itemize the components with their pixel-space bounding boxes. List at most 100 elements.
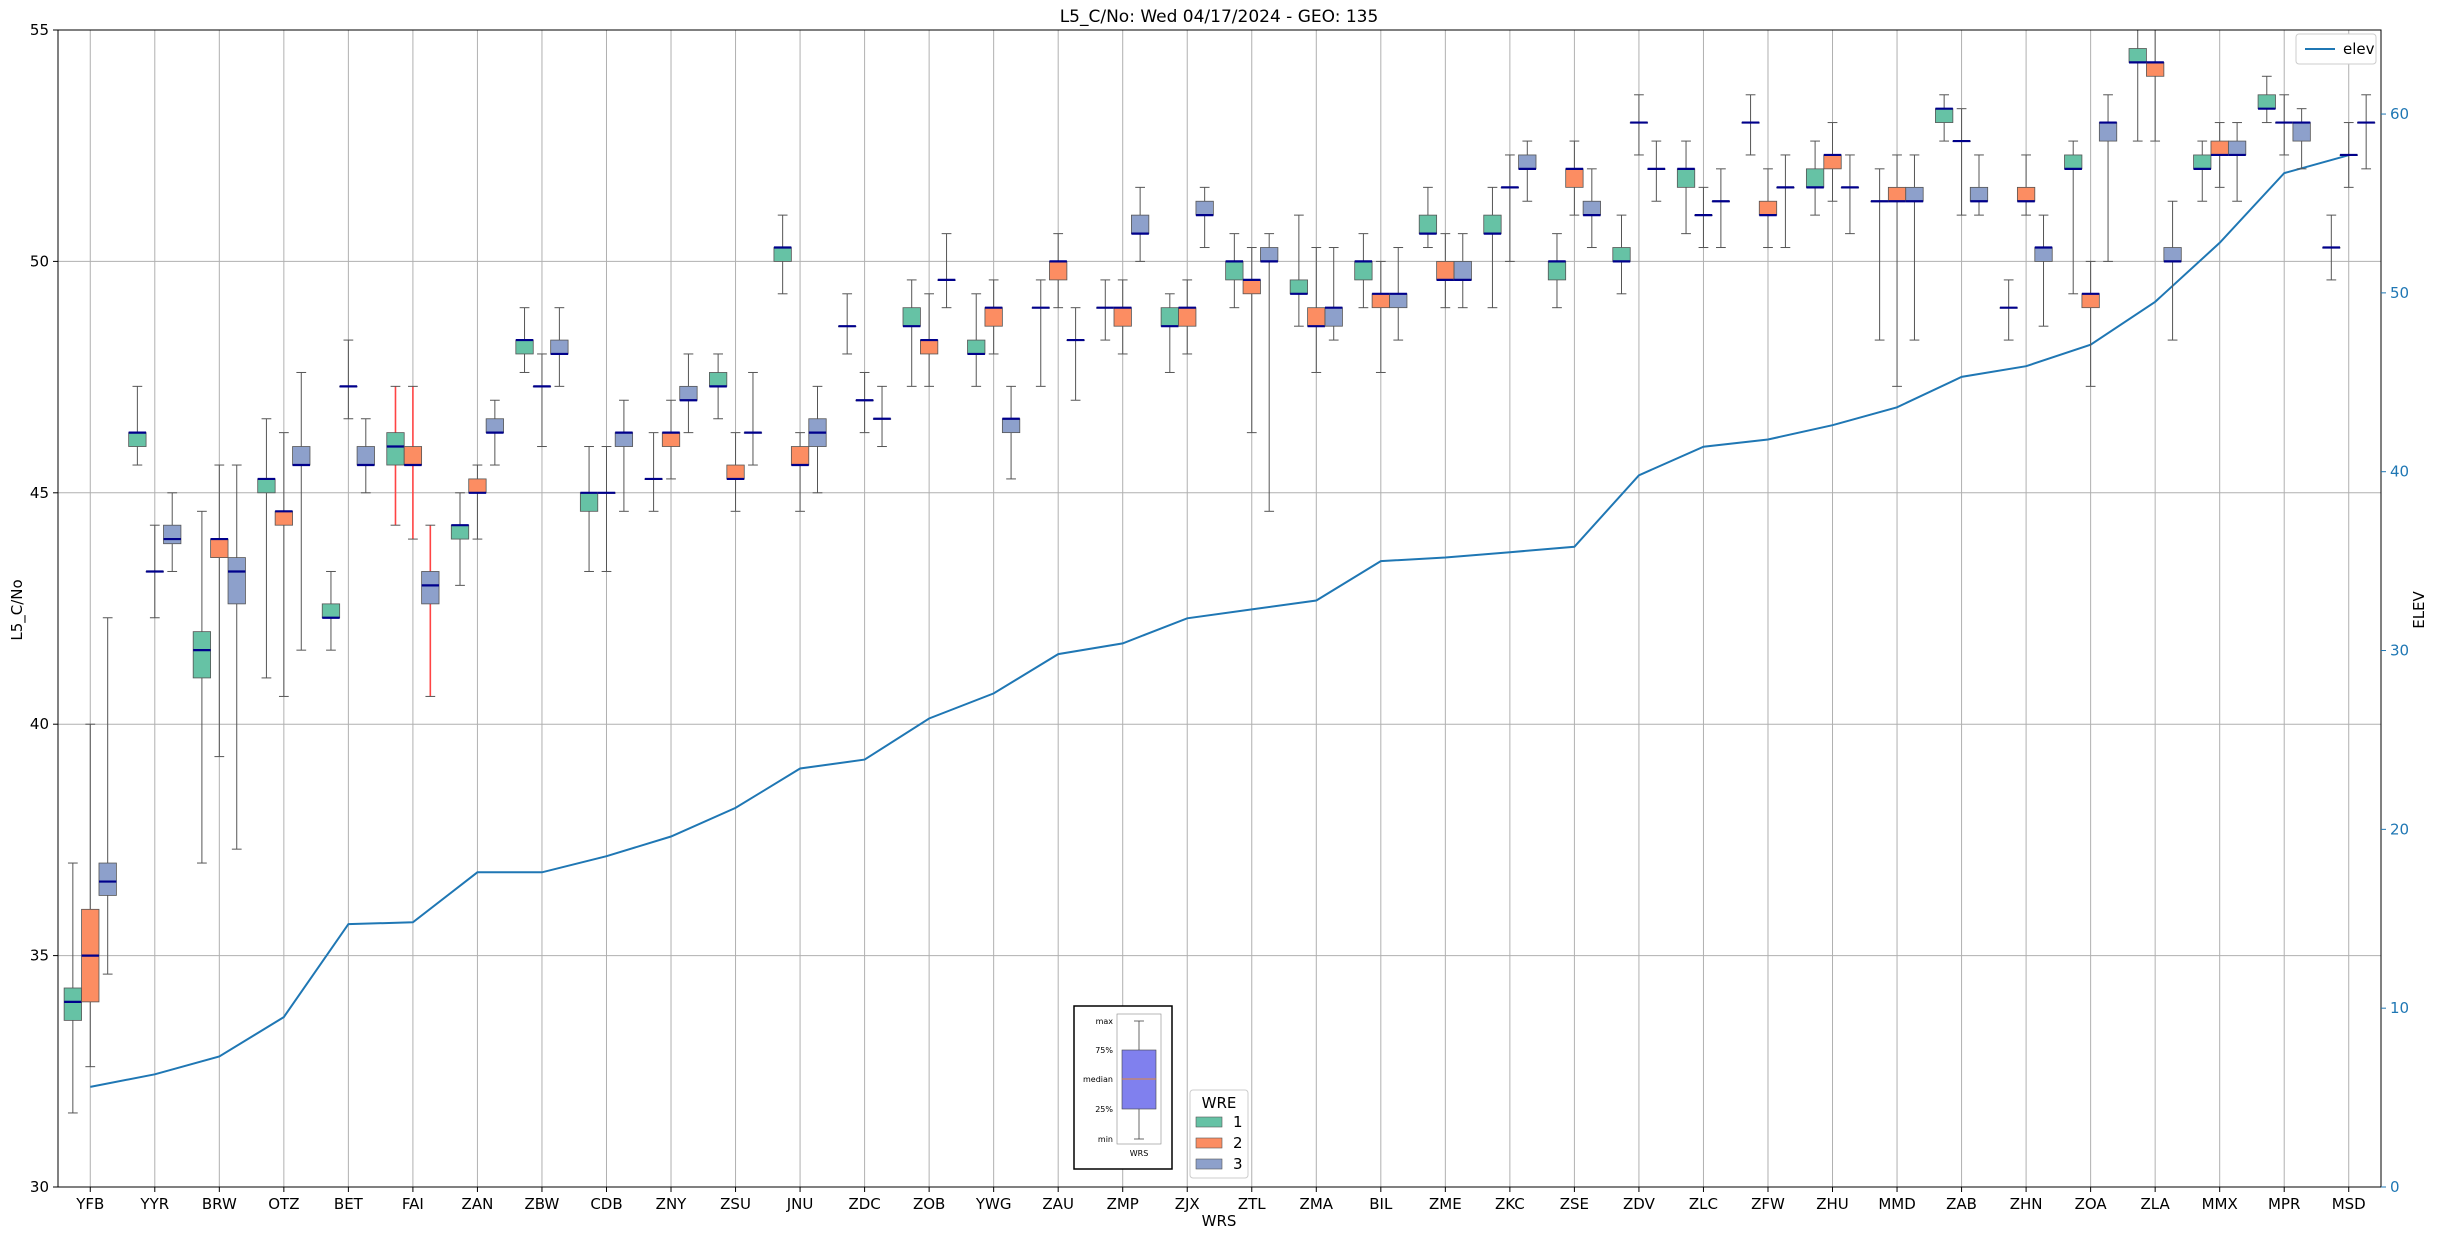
- x-tick-label: ZSU: [720, 1195, 751, 1213]
- box-ZSU-wre2: [726, 432, 745, 512]
- x-tick-label: ZKC: [1495, 1195, 1525, 1213]
- iqr-box: [1001, 418, 1021, 434]
- iqr-box: [128, 432, 147, 447]
- iqr-box: [1289, 279, 1308, 295]
- box-BRW-wre2: [210, 464, 229, 758]
- box-OTZ-wre2: [274, 432, 293, 697]
- y-tick-label: 30: [30, 1178, 49, 1196]
- box-ZNY-wre1: [644, 432, 663, 512]
- box-ZLC-wre3: [1711, 168, 1730, 249]
- iqr-box: [1612, 247, 1631, 262]
- box-ZDV-wre1: [1612, 214, 1631, 295]
- iqr-box: [210, 538, 229, 558]
- x-tick-label: ZLA: [2141, 1195, 2171, 1213]
- elev-series: [90, 154, 2349, 1088]
- iqr-box: [1582, 200, 1601, 216]
- box-FAI-wre3: [421, 524, 440, 697]
- x-tick-label: ZHN: [2010, 1195, 2043, 1213]
- box-BRW-wre3: [227, 464, 246, 850]
- iqr-box: [321, 603, 341, 619]
- box-FAI-wre2: [403, 385, 423, 540]
- box-ZMA-wre3: [1324, 247, 1343, 341]
- box-MSD-wre3: [2357, 94, 2376, 170]
- box-YWG-wre3: [1001, 385, 1021, 480]
- iqr-box: [1131, 214, 1150, 235]
- box-ZOB-wre2: [920, 293, 939, 387]
- iqr-box: [274, 510, 293, 526]
- box-ZTL-wre2: [1242, 247, 1261, 434]
- y-right-tick-label: 40: [2390, 463, 2409, 481]
- iqr-box: [1565, 168, 1584, 188]
- box-MPR-wre1: [2257, 75, 2276, 124]
- box-ZAB-wre2: [1952, 108, 1971, 216]
- x-tick-label: ZSE: [1560, 1195, 1589, 1213]
- box-MMX-wre3: [2227, 122, 2247, 202]
- iqr-box: [1969, 186, 1989, 202]
- box-ZJX-wre1: [1160, 293, 1179, 373]
- box-ZSU-wre1: [709, 353, 728, 420]
- iqr-box: [773, 247, 792, 262]
- iqr-box: [2227, 140, 2247, 156]
- elev-legend-frame: [2295, 33, 2377, 65]
- iqr-box: [902, 307, 921, 327]
- box-OTZ-wre3: [292, 371, 311, 651]
- iqr-box: [1371, 293, 1390, 309]
- x-tick-label: ZHU: [1816, 1195, 1849, 1213]
- y-tick-label: 40: [30, 715, 49, 733]
- iqr-box: [1453, 260, 1472, 281]
- x-tick-label: ZLC: [1689, 1195, 1718, 1213]
- iqr-box: [2098, 122, 2118, 142]
- y-right-tick-label: 50: [2390, 284, 2409, 302]
- iqr-box: [2210, 140, 2229, 156]
- x-tick-label: ZBW: [525, 1195, 560, 1213]
- iqr-box: [1307, 307, 1326, 327]
- y-right-tick-label: 10: [2390, 999, 2409, 1017]
- box-BIL-wre2: [1371, 260, 1390, 373]
- iqr-box: [709, 372, 728, 387]
- iqr-box: [1676, 168, 1696, 188]
- wre-legend: WRE 1 2 3: [1189, 1089, 1249, 1179]
- x-tick-label: ZAU: [1042, 1195, 1074, 1213]
- box-CDB-wre3: [614, 399, 634, 512]
- iqr-box: [679, 385, 698, 401]
- x-tick-label: ZFW: [1751, 1195, 1785, 1213]
- box-ZSE-wre1: [1547, 233, 1567, 309]
- box-ZLA-wre3: [2163, 200, 2182, 341]
- box-ZTL-wre3: [1260, 233, 1279, 512]
- x-tick-label: ZMP: [1107, 1195, 1139, 1213]
- box-ZDC-wre3: [872, 385, 892, 448]
- iqr-box: [356, 446, 375, 466]
- x-tick-label: BRW: [202, 1195, 237, 1213]
- inset-label-min: min: [1098, 1135, 1113, 1144]
- iqr-box: [1823, 154, 1842, 170]
- plot-frame: [57, 29, 2382, 1188]
- box-ZOA-wre1: [2064, 140, 2083, 295]
- iqr-box: [386, 432, 405, 466]
- y-right-axis-title: ELEV: [2410, 590, 2428, 628]
- x-tick-label: ZME: [1429, 1195, 1462, 1213]
- iqr-box: [2016, 186, 2036, 202]
- iqr-box: [1324, 307, 1343, 327]
- box-ZHN-wre1: [1999, 279, 2018, 341]
- iqr-box: [63, 987, 82, 1021]
- box-ZAB-wre3: [1969, 154, 1989, 216]
- iqr-box: [1518, 154, 1537, 170]
- box-ZME-wre1: [1418, 186, 1438, 249]
- box-ZJX-wre2: [1178, 279, 1197, 355]
- y-tick-label: 45: [30, 484, 49, 502]
- iqr-box: [450, 524, 470, 540]
- x-axis-title: WRS: [1202, 1212, 1237, 1230]
- iqr-box: [2128, 48, 2147, 63]
- box-CDB-wre1: [579, 446, 599, 572]
- wre-legend-label-1: 1: [1233, 1113, 1243, 1131]
- iqr-box: [726, 464, 745, 480]
- iqr-box: [227, 557, 246, 605]
- box-ZAB-wre1: [1935, 94, 1954, 142]
- box-ZAU-wre3: [1066, 307, 1085, 401]
- x-tick-label: ZJX: [1175, 1195, 1200, 1213]
- iqr-box: [1242, 279, 1261, 295]
- box-ZMA-wre1: [1289, 214, 1308, 327]
- box-ZAN-wre2: [468, 464, 487, 540]
- wre-legend-frame: [1189, 1089, 1249, 1179]
